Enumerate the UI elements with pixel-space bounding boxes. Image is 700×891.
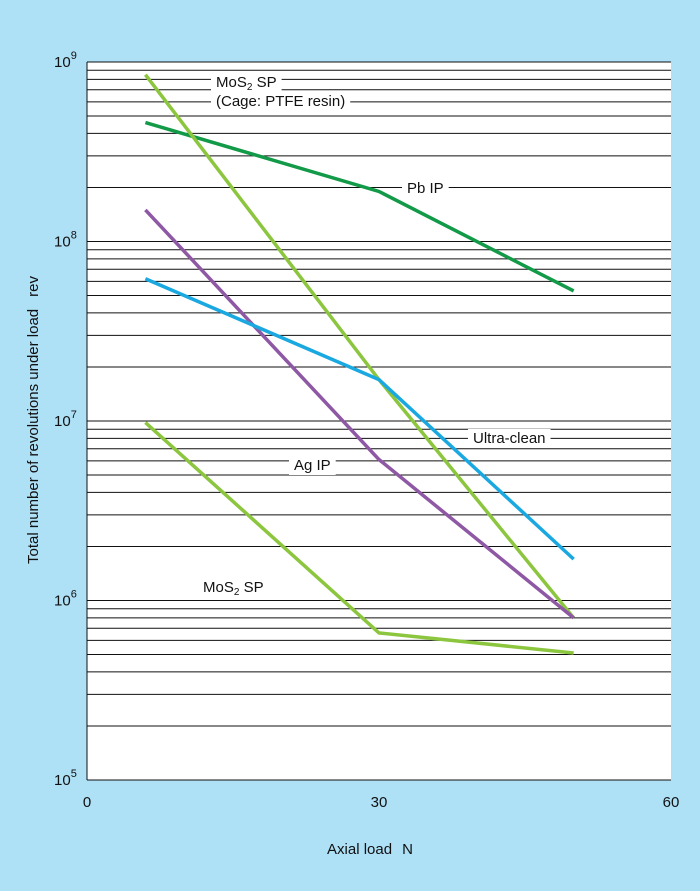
- annotation-backdrop: [402, 179, 449, 198]
- y-axis-label: Total number of revolutions under loadre…: [25, 276, 42, 564]
- axes: [86, 62, 671, 781]
- x-tick-label: 60: [663, 794, 680, 811]
- y-tick-label: 109: [54, 50, 77, 71]
- series-line: [144, 421, 574, 655]
- y-tick-label: 106: [54, 589, 77, 610]
- annotation-backdrop: [211, 73, 282, 94]
- annotations-group: MoS2 SP (Cage: PTFE resin) Pb IP Ultra-c…: [198, 73, 551, 599]
- y-tick-labels: 105 106 107 108 109: [54, 50, 77, 789]
- series-line: [144, 120, 575, 293]
- series-line: [144, 277, 575, 561]
- x-tick-labels: 0 30 60: [83, 794, 680, 811]
- grid: [87, 61, 671, 727]
- x-axis-label: Axial load N: [327, 841, 413, 858]
- series-group: [144, 73, 576, 655]
- annotation-ultra-clean: Ultra-clean: [473, 430, 546, 447]
- annotation-ag-ip: Ag IP: [294, 457, 331, 474]
- x-tick-label: 30: [371, 794, 388, 811]
- annotation-mos2-sp-bottom: MoS2 SP: [203, 579, 264, 598]
- annotation-backdrop: [211, 92, 351, 111]
- y-tick-label: 108: [54, 230, 77, 251]
- annotation-pb-ip: Pb IP: [407, 180, 444, 197]
- annotation-cage-ptfe-resin: (Cage: PTFE resin): [216, 93, 345, 110]
- x-tick-label: 0: [83, 794, 91, 811]
- annotation-backdrop: [289, 456, 336, 475]
- y-tick-label: 105: [54, 768, 77, 789]
- y-tick-label: 107: [54, 409, 77, 430]
- series-line: [144, 208, 575, 620]
- annotation-backdrop: [468, 429, 551, 448]
- annotation-backdrop: [198, 578, 269, 599]
- annotation-mos2-sp-top: MoS2 SP: [216, 74, 277, 93]
